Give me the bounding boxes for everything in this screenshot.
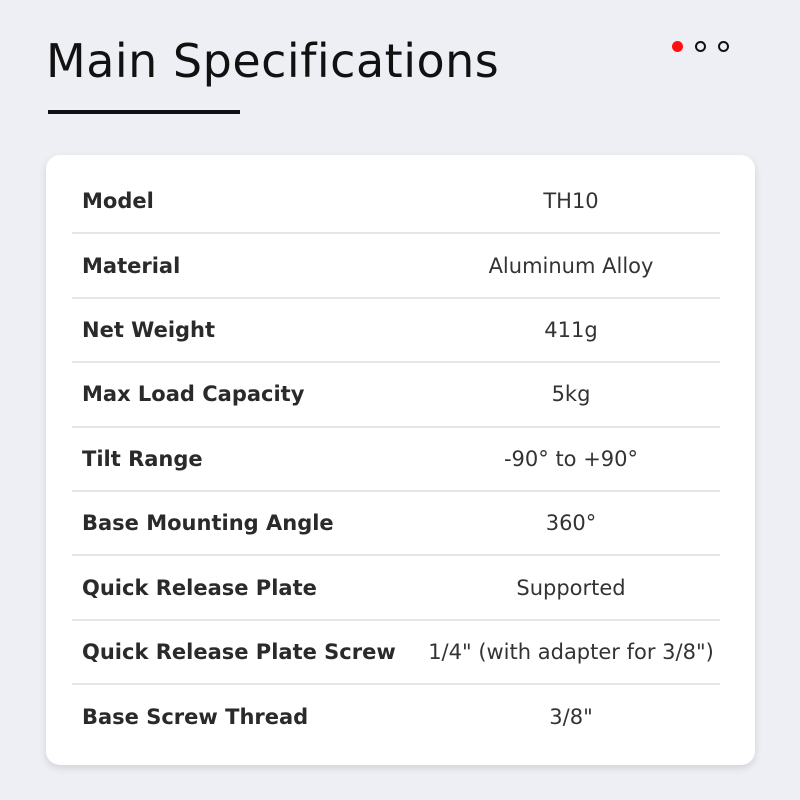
spec-label: Max Load Capacity: [82, 382, 305, 407]
spec-value: -90° to +90°: [503, 446, 639, 471]
spec-label: Material: [82, 253, 181, 278]
spec-value: Supported: [516, 575, 626, 600]
specs-card: Model TH10 Material Aluminum Alloy Net Weigh…: [46, 155, 755, 765]
spec-row: Model TH10: [72, 170, 720, 235]
spec-label: Tilt Range: [82, 446, 203, 471]
spec-label: Base Mounting Angle: [82, 511, 334, 536]
spec-label: Model: [82, 189, 154, 214]
spec-row: Quick Release Plate Supported: [72, 556, 720, 621]
spec-label: Quick Release Plate Screw: [82, 639, 396, 664]
spec-row: Base Mounting Angle 360°: [72, 492, 720, 557]
page-dot-3[interactable]: [718, 41, 729, 52]
spec-label: Quick Release Plate: [82, 575, 317, 600]
title-underline: [48, 110, 240, 114]
spec-value: 411g: [544, 317, 598, 342]
page-dot-1[interactable]: [672, 41, 683, 52]
spec-row: Tilt Range -90° to +90°: [72, 428, 720, 492]
spec-value: 3/8": [549, 705, 593, 730]
spec-label: Net Weight: [82, 317, 216, 342]
spec-value: 5kg: [551, 382, 591, 407]
spec-value: 360°: [545, 511, 597, 536]
spec-row: Quick Release Plate Screw 1/4" (with adap…: [72, 621, 720, 686]
page-title: Main Specifications: [46, 34, 500, 88]
spec-label: Base Screw Thread: [82, 705, 309, 730]
spec-row: Material Aluminum Alloy: [72, 234, 720, 299]
spec-row: Base Screw Thread 3/8": [72, 685, 720, 749]
page-dot-2[interactable]: [695, 41, 706, 52]
spec-value: 1/4" (with adapter for 3/8"): [428, 639, 714, 664]
spec-value: TH10: [543, 189, 599, 214]
pagination-dots: [672, 41, 729, 52]
spec-row: Max Load Capacity 5kg: [72, 363, 720, 428]
spec-row: Net Weight 411g: [72, 299, 720, 364]
specs-table: Model TH10 Material Aluminum Alloy Net Weigh…: [72, 170, 720, 750]
spec-value: Aluminum Alloy: [488, 253, 654, 278]
